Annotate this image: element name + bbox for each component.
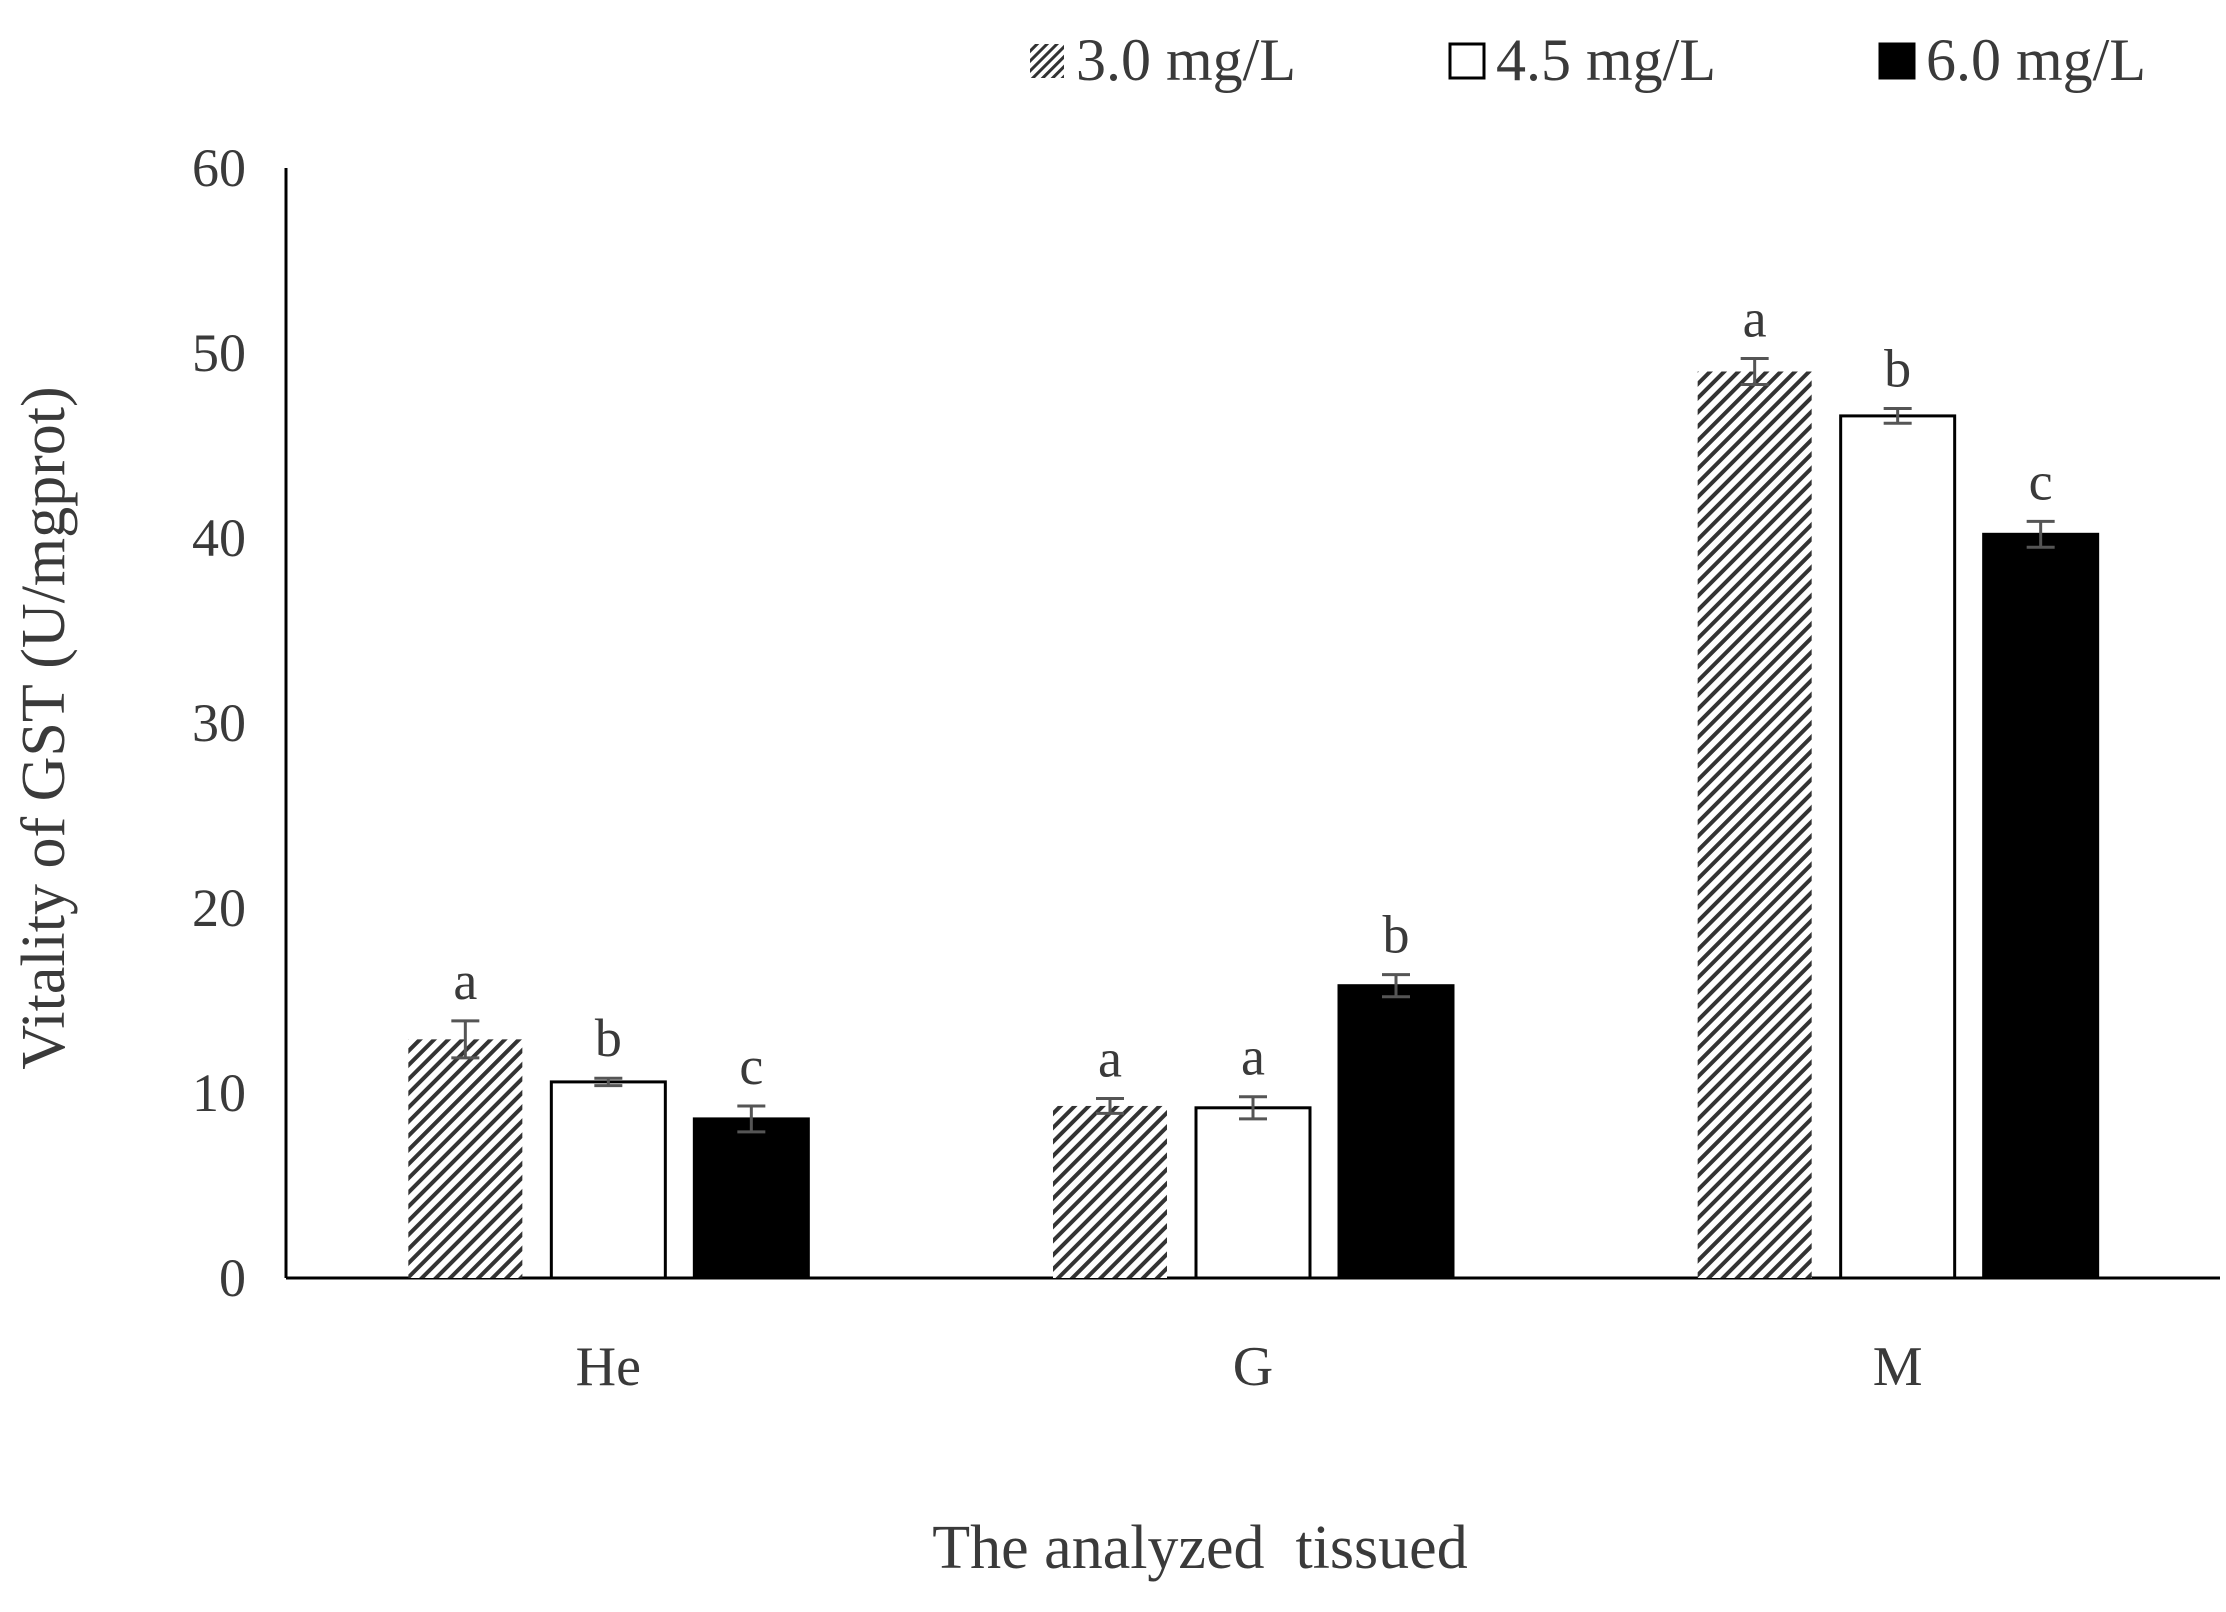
significance-label: a [1098, 1029, 1122, 1089]
significance-label: b [1383, 905, 1410, 965]
bar [692, 1117, 810, 1280]
legend-label: 3.0 mg/L [1076, 27, 1296, 93]
legend: 3.0 mg/L 4.5 mg/L 6.0 mg/L [1030, 27, 2146, 93]
y-tick-label: 10 [192, 1063, 246, 1123]
x-axis-title: The analyzed tissued [932, 1514, 1467, 1582]
legend-label: 4.5 mg/L [1496, 27, 1716, 93]
legend-swatch [1448, 42, 1486, 80]
bar [1697, 371, 1812, 1278]
significance-label: c [2029, 451, 2053, 511]
significance-label: b [1884, 339, 1911, 399]
bar [549, 1080, 667, 1280]
y-tick-label: 60 [192, 138, 246, 198]
legend-swatch [1878, 42, 1916, 80]
y-tick-label: 20 [192, 878, 246, 938]
x-axis: He G M [286, 1276, 2220, 1398]
bars: a a a b a b c b c [408, 289, 2100, 1280]
legend-label: 6.0 mg/L [1926, 27, 2146, 93]
bar [1839, 414, 1957, 1280]
bar [1194, 1106, 1312, 1280]
significance-label: a [453, 951, 477, 1011]
significance-label: c [739, 1036, 763, 1096]
significance-label: b [595, 1008, 622, 1068]
y-axis: 0 10 20 30 40 50 60 [192, 138, 288, 1308]
bar [408, 1039, 523, 1278]
y-tick-label: 0 [219, 1248, 246, 1308]
significance-label: a [1241, 1027, 1265, 1087]
y-tick-label: 40 [192, 508, 246, 568]
legend-swatch [1030, 44, 1064, 78]
bar [1337, 984, 1455, 1280]
y-tick-label: 50 [192, 323, 246, 383]
y-axis-title: Vitality of GST (U/mgprot) [10, 386, 78, 1069]
y-tick-label: 30 [192, 693, 246, 753]
bar [1982, 532, 2100, 1280]
x-tick-label: He [576, 1336, 641, 1398]
x-tick-label: G [1233, 1336, 1273, 1398]
significance-label: a [1743, 289, 1767, 349]
bar [1053, 1105, 1167, 1278]
x-tick-label: M [1873, 1336, 1923, 1398]
